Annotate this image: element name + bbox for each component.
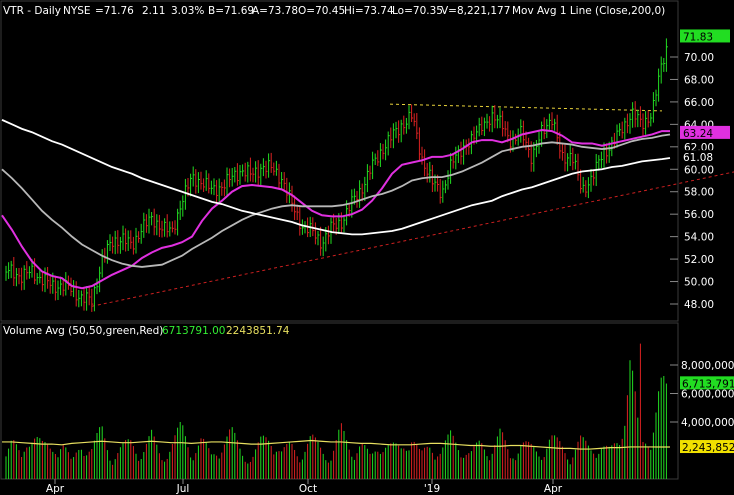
exchange-label: NYSE — [63, 5, 91, 17]
volume-tag-text: 6,713,791 — [682, 378, 734, 390]
volume-panel — [0, 322, 679, 480]
last-price: =71.76 — [95, 5, 134, 17]
price-bars — [5, 38, 668, 312]
price-tick-label: 66.00 — [684, 97, 714, 109]
price-tag-box — [680, 29, 730, 43]
volume-tag-box — [680, 376, 734, 390]
moving-average-short — [1, 128, 670, 290]
price-tag-text: 63.24 — [683, 128, 713, 140]
date-tick-label: Apr — [544, 483, 563, 495]
price-tick-label: 70.00 — [684, 52, 714, 64]
volume-average-line — [2, 439, 670, 450]
low-value: Lo=70.35 — [392, 5, 443, 17]
date-tick-label: Jul — [176, 483, 190, 495]
price-tag-labels: 71.83 63.24 61.08 — [680, 29, 730, 164]
volume-current-value: 6713791.00 — [162, 325, 225, 337]
price-tag-box — [680, 125, 730, 139]
symbol-label: VTR - Daily — [3, 5, 61, 17]
price-tick-label: 58.00 — [684, 187, 714, 199]
price-tag-text: 61.08 — [683, 152, 713, 164]
date-tick-label: Oct — [299, 483, 317, 495]
price-axis: 48.0050.0052.0054.0056.0058.0060.0062.00… — [670, 52, 714, 311]
volume-header: Volume Avg (50,50,green,Red) 6713791.00 … — [3, 325, 290, 337]
volume-axis: 4,000,000 6,000,000 8,000,000 — [670, 360, 734, 429]
price-panel — [0, 0, 679, 322]
price-tick-label: 60.00 — [684, 164, 714, 176]
volume-tag-text: 2,243,852 — [682, 442, 734, 454]
date-tick-label: Apr — [46, 483, 65, 495]
date-tick-label: '19 — [424, 483, 440, 495]
trendlines — [91, 103, 734, 307]
price-tag-box — [680, 150, 730, 164]
price-tick-label: 56.00 — [684, 209, 714, 221]
volume-value: V=8,221,177 — [441, 5, 510, 17]
volume-avg-value: 2243851.74 — [226, 325, 290, 337]
volume-tick-label: 4,000,000 — [681, 417, 734, 429]
moving-averages — [1, 119, 671, 290]
volume-tag-labels: 6,713,791 2,243,852 — [680, 376, 734, 454]
high-value: Hi=73.74 — [344, 5, 394, 17]
volume-average — [2, 439, 670, 450]
open-value: O=70.45 — [298, 5, 345, 17]
moving-average-legend: Mov Avg 1 Line (Close,200,0) — [512, 5, 665, 17]
price-tick-label: 50.00 — [684, 277, 714, 289]
price-tick-label: 48.00 — [684, 299, 714, 311]
ask-value: A=73.78 — [252, 5, 298, 17]
moving-average-long — [1, 119, 671, 236]
price-tag-text: 71.83 — [683, 31, 713, 43]
price-header: VTR - Daily NYSE =71.76 2.11 3.03% B=71.… — [3, 5, 665, 17]
volume-tick-label: 8,000,000 — [681, 360, 734, 372]
price-tick-label: 52.00 — [684, 254, 714, 266]
support-trendline — [91, 171, 734, 307]
change-value: 2.11 — [142, 5, 165, 17]
volume-bars — [5, 343, 667, 479]
moving-average-mid — [1, 133, 671, 268]
volume-tick-label: 6,000,000 — [681, 389, 734, 401]
bid-value: B=71.69 — [208, 5, 254, 17]
date-axis: Apr Jul Oct '19 Apr — [46, 479, 563, 495]
volume-tag-box — [680, 440, 734, 454]
price-tick-label: 68.00 — [684, 74, 714, 86]
price-tick-label: 54.00 — [684, 232, 714, 244]
volume-avg-label: Volume Avg (50,50,green,Red) — [3, 325, 163, 337]
change-percent: 3.03% — [171, 5, 204, 17]
